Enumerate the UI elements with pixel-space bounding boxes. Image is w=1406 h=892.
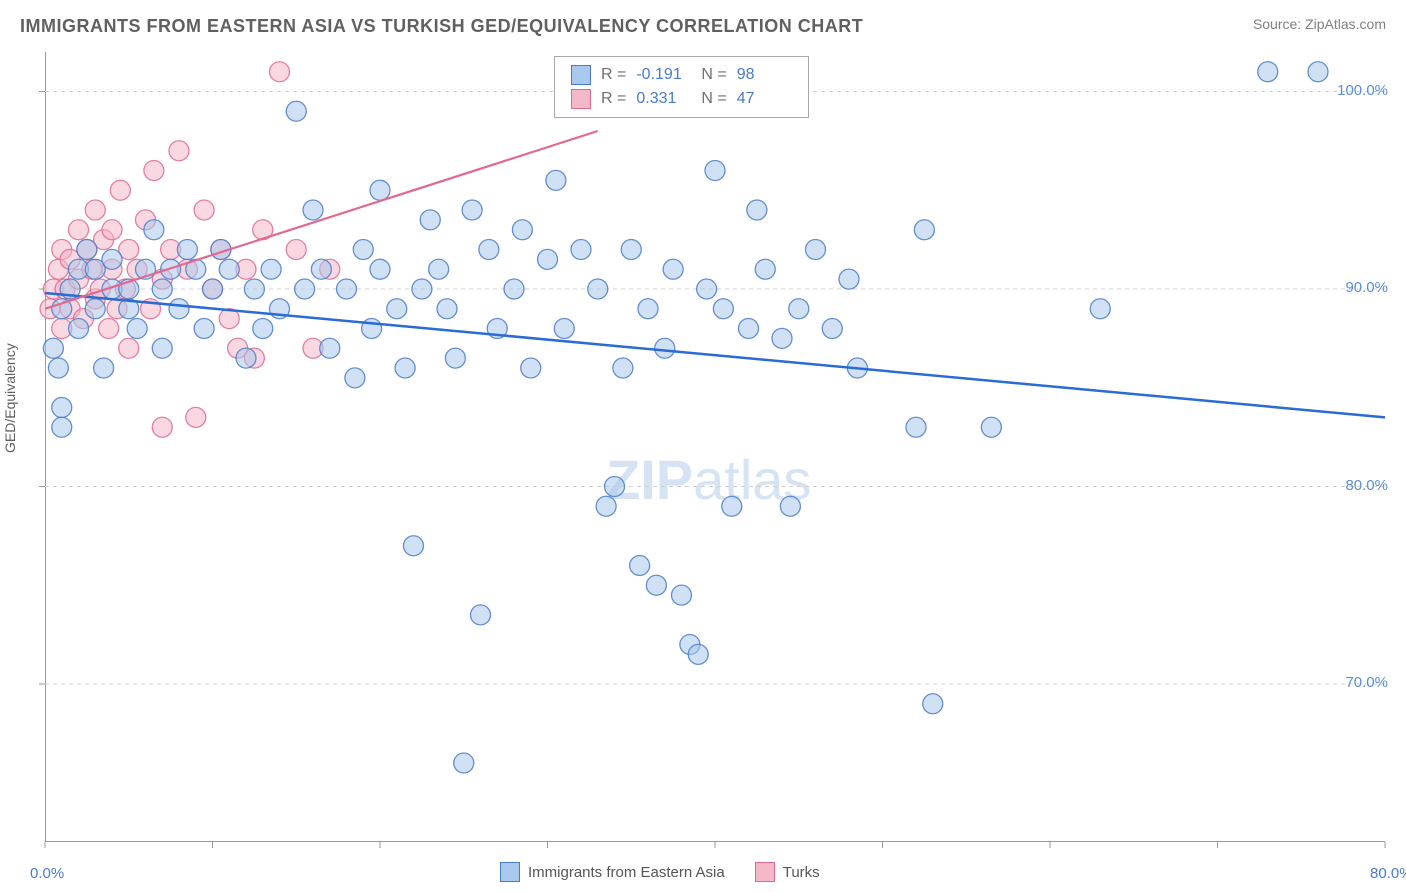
legend-swatch-series1 — [500, 862, 520, 882]
stats-row-series1: R = -0.191 N = 98 — [571, 63, 792, 87]
x-tick-label: 80.0% — [1370, 865, 1406, 882]
stat-label-n: N = — [701, 66, 726, 84]
chart-container: IMMIGRANTS FROM EASTERN ASIA VS TURKISH … — [0, 0, 1406, 892]
stat-n-series1: 98 — [737, 66, 792, 84]
stat-label-r: R = — [601, 90, 626, 108]
bottom-legend: Immigrants from Eastern Asia Turks — [500, 862, 820, 882]
stat-n-series2: 47 — [737, 90, 792, 108]
stat-label-n: N = — [701, 90, 726, 108]
stat-r-series2: 0.331 — [636, 90, 691, 108]
legend-swatch-series2 — [755, 862, 775, 882]
swatch-series1 — [571, 65, 591, 85]
stats-row-series2: R = 0.331 N = 47 — [571, 87, 792, 111]
swatch-series2 — [571, 89, 591, 109]
stat-label-r: R = — [601, 66, 626, 84]
y-axis-label: GED/Equivalency — [2, 343, 18, 453]
legend-item-series1: Immigrants from Eastern Asia — [500, 862, 725, 882]
y-tick-label: 90.0% — [1345, 279, 1388, 296]
y-tick-label: 80.0% — [1345, 477, 1388, 494]
y-tick-label: 70.0% — [1345, 674, 1388, 691]
x-tick-label: 0.0% — [30, 865, 64, 882]
y-tick-label: 100.0% — [1337, 82, 1388, 99]
source-attribution: Source: ZipAtlas.com — [1253, 16, 1386, 32]
stats-box: R = -0.191 N = 98 R = 0.331 N = 47 — [554, 56, 809, 118]
chart-svg — [45, 52, 1385, 842]
legend-item-series2: Turks — [755, 862, 820, 882]
stat-r-series1: -0.191 — [636, 66, 691, 84]
legend-label-series2: Turks — [783, 864, 820, 881]
chart-title: IMMIGRANTS FROM EASTERN ASIA VS TURKISH … — [20, 16, 863, 37]
legend-label-series1: Immigrants from Eastern Asia — [528, 864, 725, 881]
